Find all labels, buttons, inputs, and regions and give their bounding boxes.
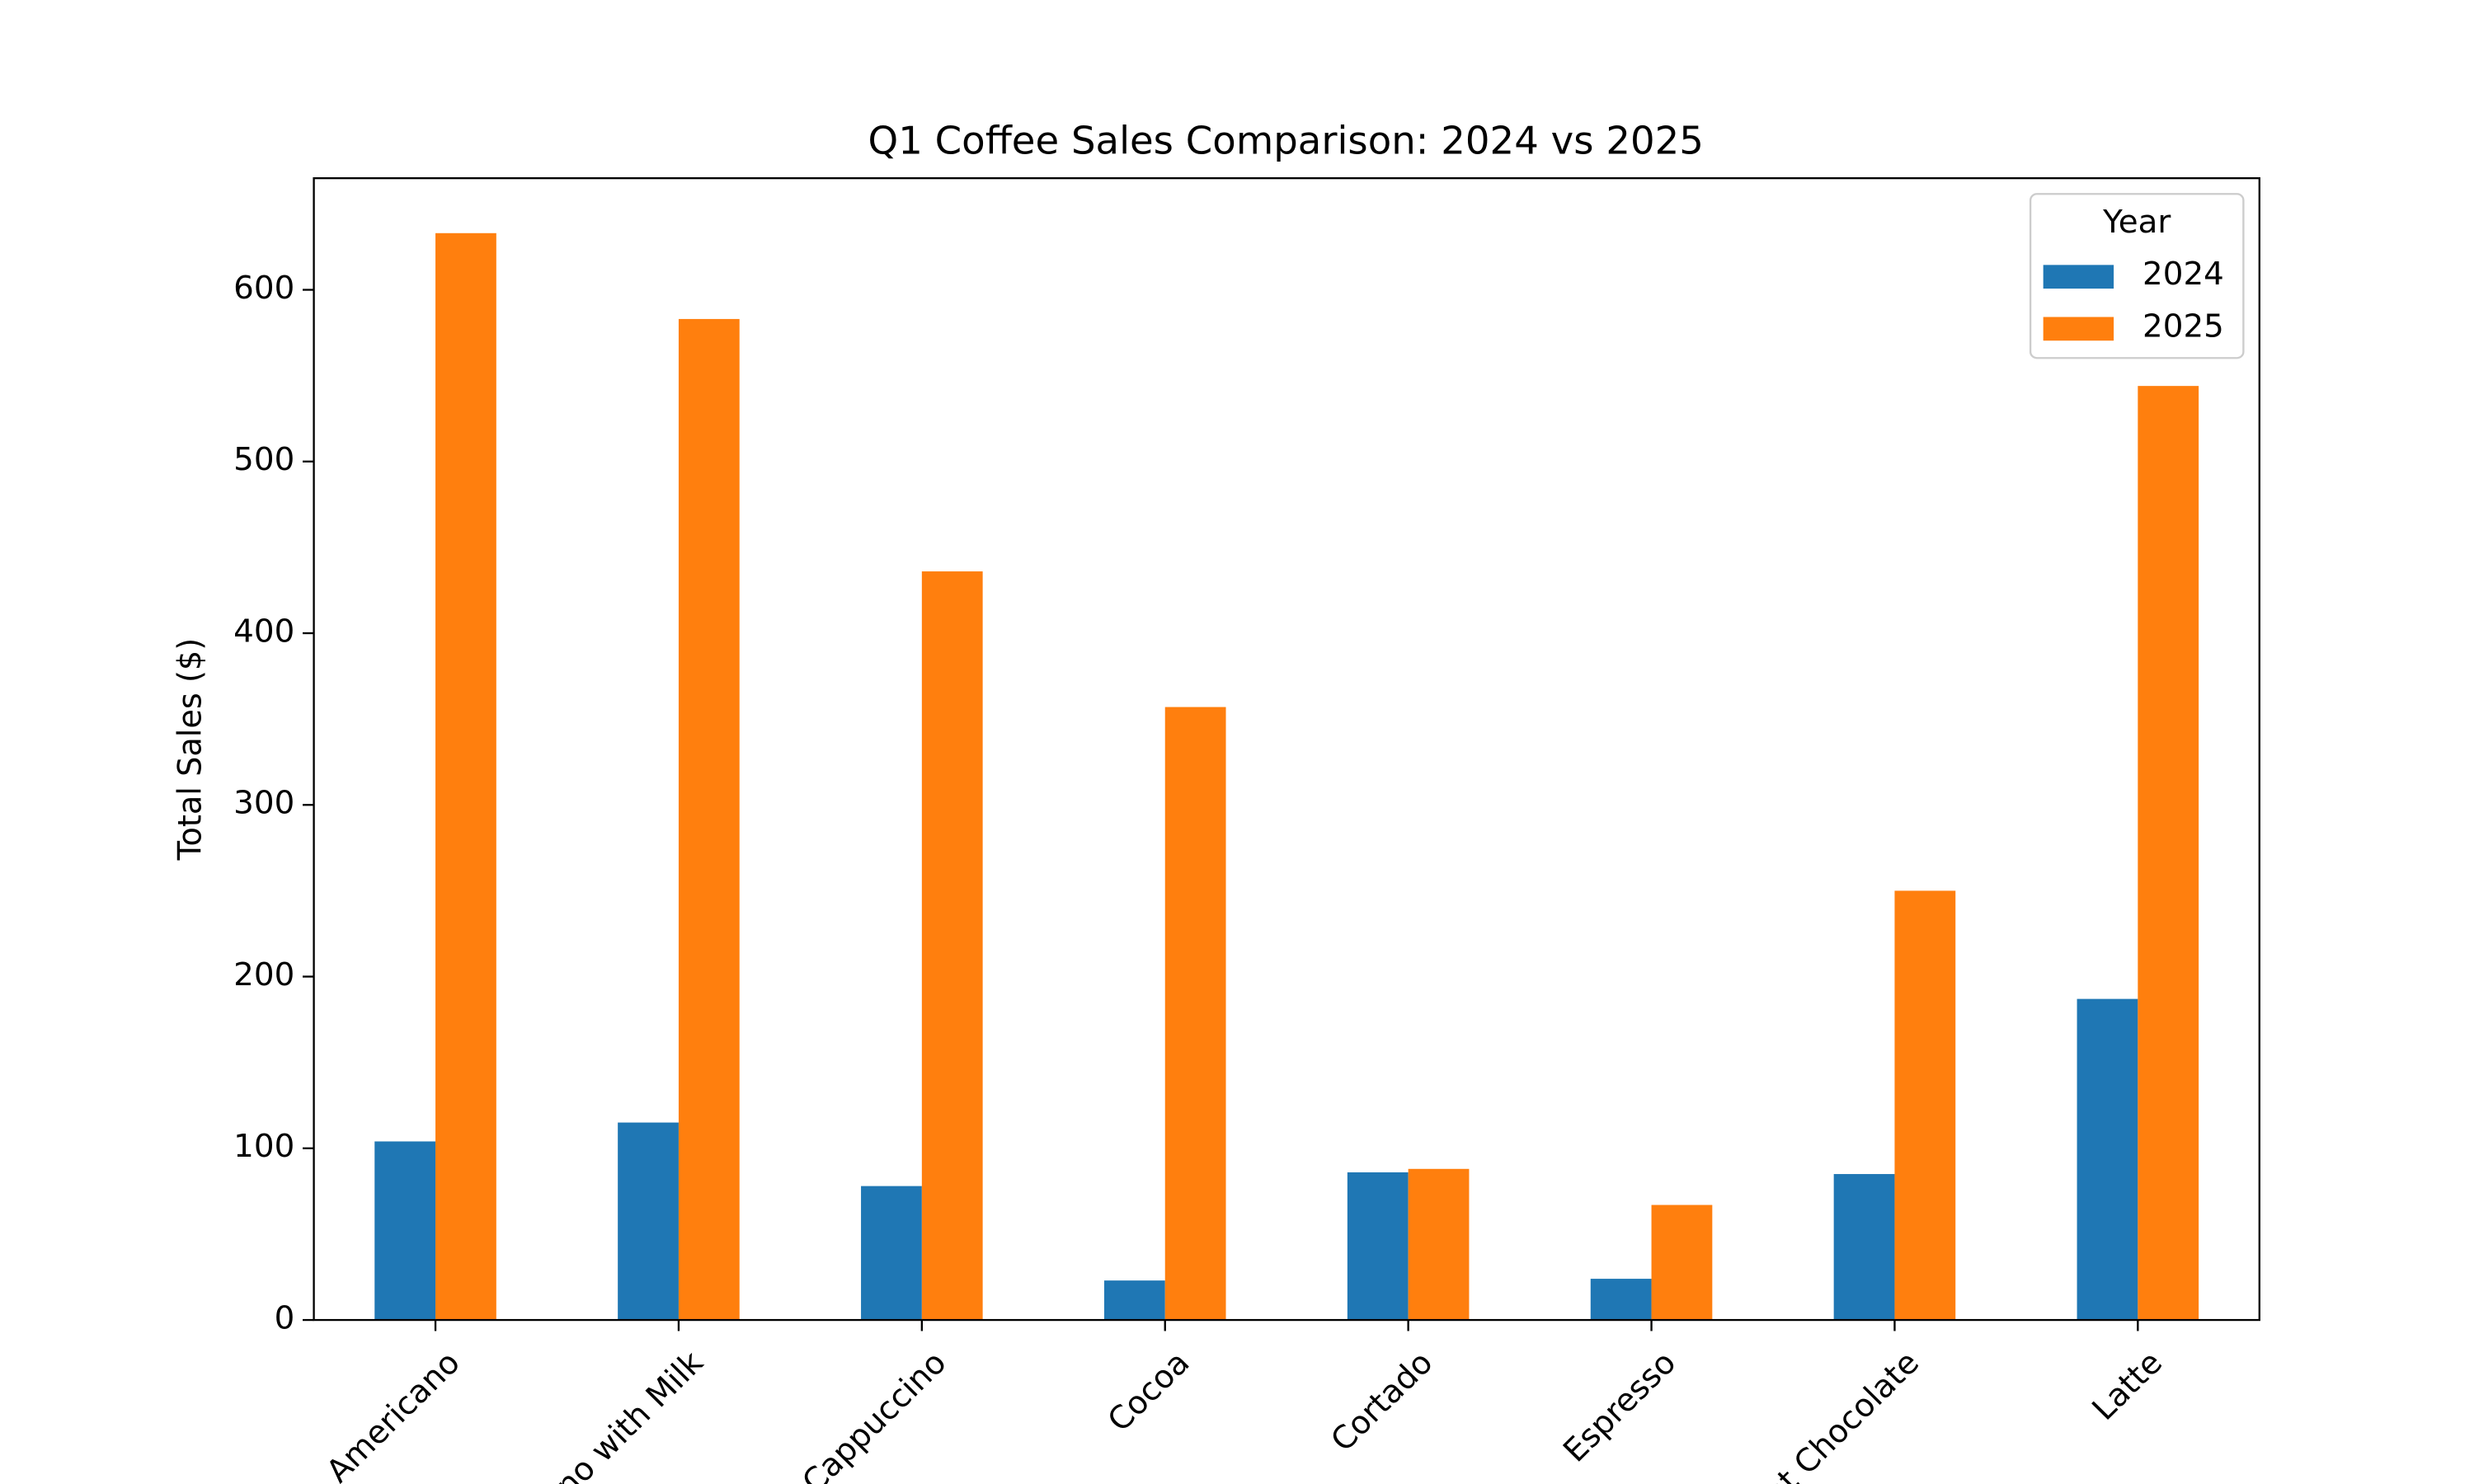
bar [1894,890,1956,1321]
plot-frame [313,177,2260,1322]
bar [374,1141,436,1321]
legend-label: 2024 [2142,256,2224,293]
legend-swatch [2043,317,2114,341]
bar [678,318,740,1321]
bar [2138,386,2199,1321]
legend-label: 2025 [2142,308,2224,345]
y-axis-label: Total Sales ($) [172,638,209,862]
y-tick-label: 100 [233,1128,294,1165]
bar [861,1186,922,1321]
y-tick-label: 400 [233,613,294,650]
bar [1408,1168,1470,1321]
bar [1347,1172,1409,1321]
y-tick-label: 300 [233,785,294,822]
bar [435,232,496,1321]
legend-swatch [2043,265,2114,289]
bar [2077,998,2138,1321]
y-tick-label: 200 [233,956,294,993]
y-tick-label: 500 [233,441,294,478]
bar [1590,1279,1652,1321]
chart-title: Q1 Coffee Sales Comparison: 2024 vs 2025 [868,119,1704,163]
bar [1164,707,1226,1321]
bar [618,1122,679,1321]
bar [1651,1205,1713,1321]
legend-title: Year [2102,204,2171,241]
y-tick-label: 0 [275,1300,295,1337]
legend: Year 2024 2025 [2029,193,2245,359]
bar [1103,1280,1165,1321]
bar [921,571,983,1321]
bar [1833,1174,1895,1321]
y-tick-label: 600 [233,270,294,307]
